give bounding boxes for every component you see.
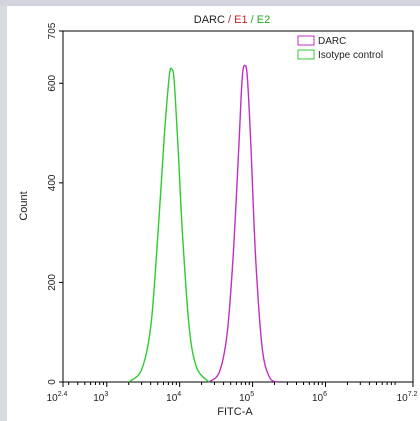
title-part: E1 <box>234 14 247 26</box>
title-part: E2 <box>257 14 270 26</box>
y-tick-label: 400 <box>47 174 58 191</box>
series-line <box>208 64 278 383</box>
top-frame-band <box>0 0 420 6</box>
chart-panel: DARC / E1 / E2 0 200 400 600 705 102.4 103 104… <box>7 6 420 421</box>
y-tick-label: 0 <box>47 379 58 385</box>
series-curves <box>128 64 278 383</box>
x-tick-label: 104 <box>166 391 181 404</box>
histogram-chart: DARC / E1 / E2 0 200 400 600 705 102.4 103 104… <box>18 14 418 418</box>
series-line <box>128 67 210 383</box>
x-axis-label: FITC-A <box>217 406 253 418</box>
title-part: DARC <box>194 14 225 26</box>
x-tick-label: 106 <box>312 391 327 404</box>
title-part: / <box>225 14 234 26</box>
legend-label: Isotype control <box>318 50 383 61</box>
legend: DARC Isotype control <box>297 35 383 61</box>
x-tick-label: 105 <box>239 391 254 404</box>
y-tick-label: 200 <box>47 274 58 291</box>
legend-swatch <box>297 49 315 60</box>
svg-text:DARC / E1 / E2: DARC / E1 / E2 <box>194 14 270 26</box>
y-axis: 0 200 400 600 705 <box>47 22 63 385</box>
legend-label: DARC <box>318 36 346 47</box>
y-axis-label: Count <box>18 191 30 220</box>
plot-area <box>62 30 414 383</box>
title-part: / <box>248 14 257 26</box>
y-tick-label: 705 <box>47 22 58 39</box>
y-tick-label: 600 <box>47 74 58 91</box>
x-tick-label: 102.4 <box>47 391 68 404</box>
x-tick-label: 107.2 <box>397 391 418 404</box>
x-tick-label: 103 <box>93 391 108 404</box>
chart-title: DARC / E1 / E2 <box>194 14 270 26</box>
left-frame-band <box>0 6 7 421</box>
x-axis: 102.4 103 104 105 106 107.2 <box>47 382 418 404</box>
legend-swatch <box>297 35 315 46</box>
